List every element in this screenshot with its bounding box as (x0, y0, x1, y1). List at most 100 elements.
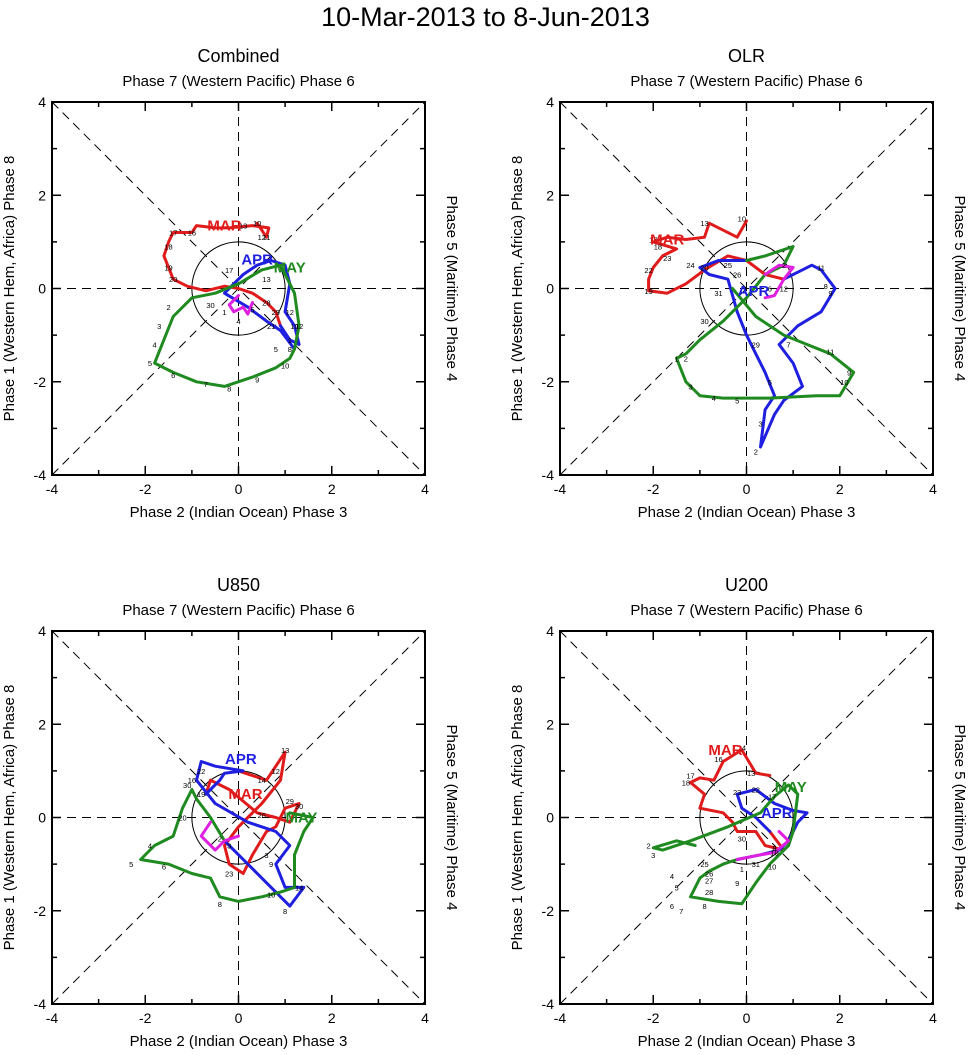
x-tick-label: 4 (421, 1010, 429, 1026)
x-tick-label: 0 (743, 481, 751, 497)
y-tick-label: -2 (542, 374, 555, 390)
month-label-mar: MAR (228, 786, 262, 803)
day-label: 17 (686, 772, 694, 781)
month-label-apr: APR (225, 751, 257, 768)
day-label: 10 (738, 215, 746, 224)
x-tick-label: -2 (139, 1010, 152, 1026)
day-label: 7 (204, 380, 208, 389)
day-label: 4 (152, 340, 156, 349)
y-tick-label: 4 (38, 94, 46, 110)
day-label: 26 (705, 869, 713, 878)
panel-u200: U200 Phase 7 (Western Pacific) Phase 6 Pha… (509, 575, 968, 1050)
day-label: 4 (236, 317, 240, 326)
day-label: 4 (712, 394, 716, 403)
day-label: 30 (206, 301, 214, 310)
day-label: 14 (295, 883, 303, 892)
page-title: 10-Mar-2013 to 8-Jun-2013 (321, 2, 650, 32)
month-label-may: MAY (775, 779, 807, 796)
day-label: 2 (684, 354, 688, 363)
day-label: 14 (738, 744, 746, 753)
day-label: 10 (840, 378, 848, 387)
day-label: 3 (651, 851, 655, 860)
month-label-may: MAY (285, 810, 317, 827)
month-label-apr: APR (241, 252, 273, 269)
y-tick-label: 2 (38, 187, 46, 203)
day-label: 27 (705, 876, 713, 885)
day-label: 10 (281, 361, 289, 370)
x-tick-label: -4 (46, 1010, 59, 1026)
day-label: 8 (283, 907, 287, 916)
day-label: 30 (295, 802, 303, 811)
left-phase-label: Phase 1 (Western Hem, Africa) Phase 8 (1, 685, 18, 951)
day-label: 28 (705, 888, 713, 897)
day-label: 18 (682, 779, 690, 788)
day-label: 3 (688, 382, 692, 391)
y-tick-label: 0 (38, 281, 46, 297)
y-tick-label: 0 (546, 810, 554, 826)
bottom-phase-label: Phase 2 (Indian Ocean) Phase 3 (638, 504, 856, 521)
day-label: 23 (225, 869, 233, 878)
day-label: 5 (274, 345, 278, 354)
day-label: 24 (686, 261, 694, 270)
x-tick-label: -2 (139, 481, 152, 497)
panel-combined: Combined Phase 7 (Western Pacific) Phase … (1, 46, 460, 521)
panel-title: U200 (725, 575, 768, 595)
day-label: 2 (647, 841, 651, 850)
day-label: 25 (724, 261, 732, 270)
y-tick-label: -4 (34, 467, 47, 483)
bottom-phase-label: Phase 2 (Indian Ocean) Phase 3 (130, 504, 348, 521)
day-label: 5 (735, 396, 739, 405)
day-label: 10 (768, 862, 776, 871)
y-tick-label: 2 (38, 716, 46, 732)
day-label: 12 (780, 285, 788, 294)
x-tick-label: 2 (328, 481, 336, 497)
y-tick-label: 2 (546, 716, 554, 732)
month-label-mar: MAR (708, 742, 742, 759)
day-label: 30 (183, 781, 191, 790)
day-label: 4 (670, 872, 674, 881)
top-phase-label: Phase 7 (Western Pacific) Phase 6 (630, 73, 862, 90)
y-tick-label: -4 (542, 996, 555, 1012)
y-tick-label: 4 (38, 623, 46, 639)
day-label: 10 (267, 890, 275, 899)
day-label: 14 (258, 776, 266, 785)
day-label: 22 (197, 767, 205, 776)
series-line-mar (647, 219, 786, 295)
day-label: 17 (768, 793, 776, 802)
x-tick-label: -4 (554, 481, 567, 497)
month-label-mar: MAR (650, 232, 684, 249)
right-phase-label: Phase 5 (Maritime) Phase 4 (443, 725, 460, 911)
day-label: 28 (262, 298, 270, 307)
series-line-mar (162, 221, 282, 328)
y-tick-label: -2 (34, 903, 47, 919)
day-label: 1 (288, 336, 292, 345)
day-label: 29 (272, 308, 280, 317)
x-tick-label: 0 (235, 1010, 243, 1026)
day-label: 13 (700, 219, 708, 228)
x-tick-label: 4 (929, 481, 937, 497)
day-label: 3 (227, 841, 231, 850)
left-phase-label: Phase 1 (Western Hem, Africa) Phase 8 (509, 685, 526, 951)
day-label: 1 (222, 308, 226, 317)
day-label: 9 (828, 289, 832, 298)
series-line-apr (195, 760, 306, 908)
day-label: 6 (670, 902, 674, 911)
day-label: 11 (817, 264, 825, 273)
series-line-mar (204, 750, 301, 875)
day-label: 8 (824, 282, 828, 291)
y-tick-label: 4 (546, 94, 554, 110)
day-label: 18 (164, 243, 172, 252)
x-tick-label: 2 (328, 1010, 336, 1026)
day-label: 13 (281, 746, 289, 755)
series-line-jun (199, 820, 240, 852)
day-label: 1 (674, 354, 678, 363)
day-label: 8 (227, 385, 231, 394)
x-tick-label: 0 (743, 1010, 751, 1026)
day-label: 17 (649, 236, 657, 245)
day-label: 23 (663, 254, 671, 263)
day-label: 2 (218, 834, 222, 843)
day-label: 30 (738, 834, 746, 843)
day-label: 12 (258, 233, 266, 242)
right-phase-label: Phase 5 (Maritime) Phase 4 (951, 196, 968, 382)
day-label: 7 (786, 340, 790, 349)
